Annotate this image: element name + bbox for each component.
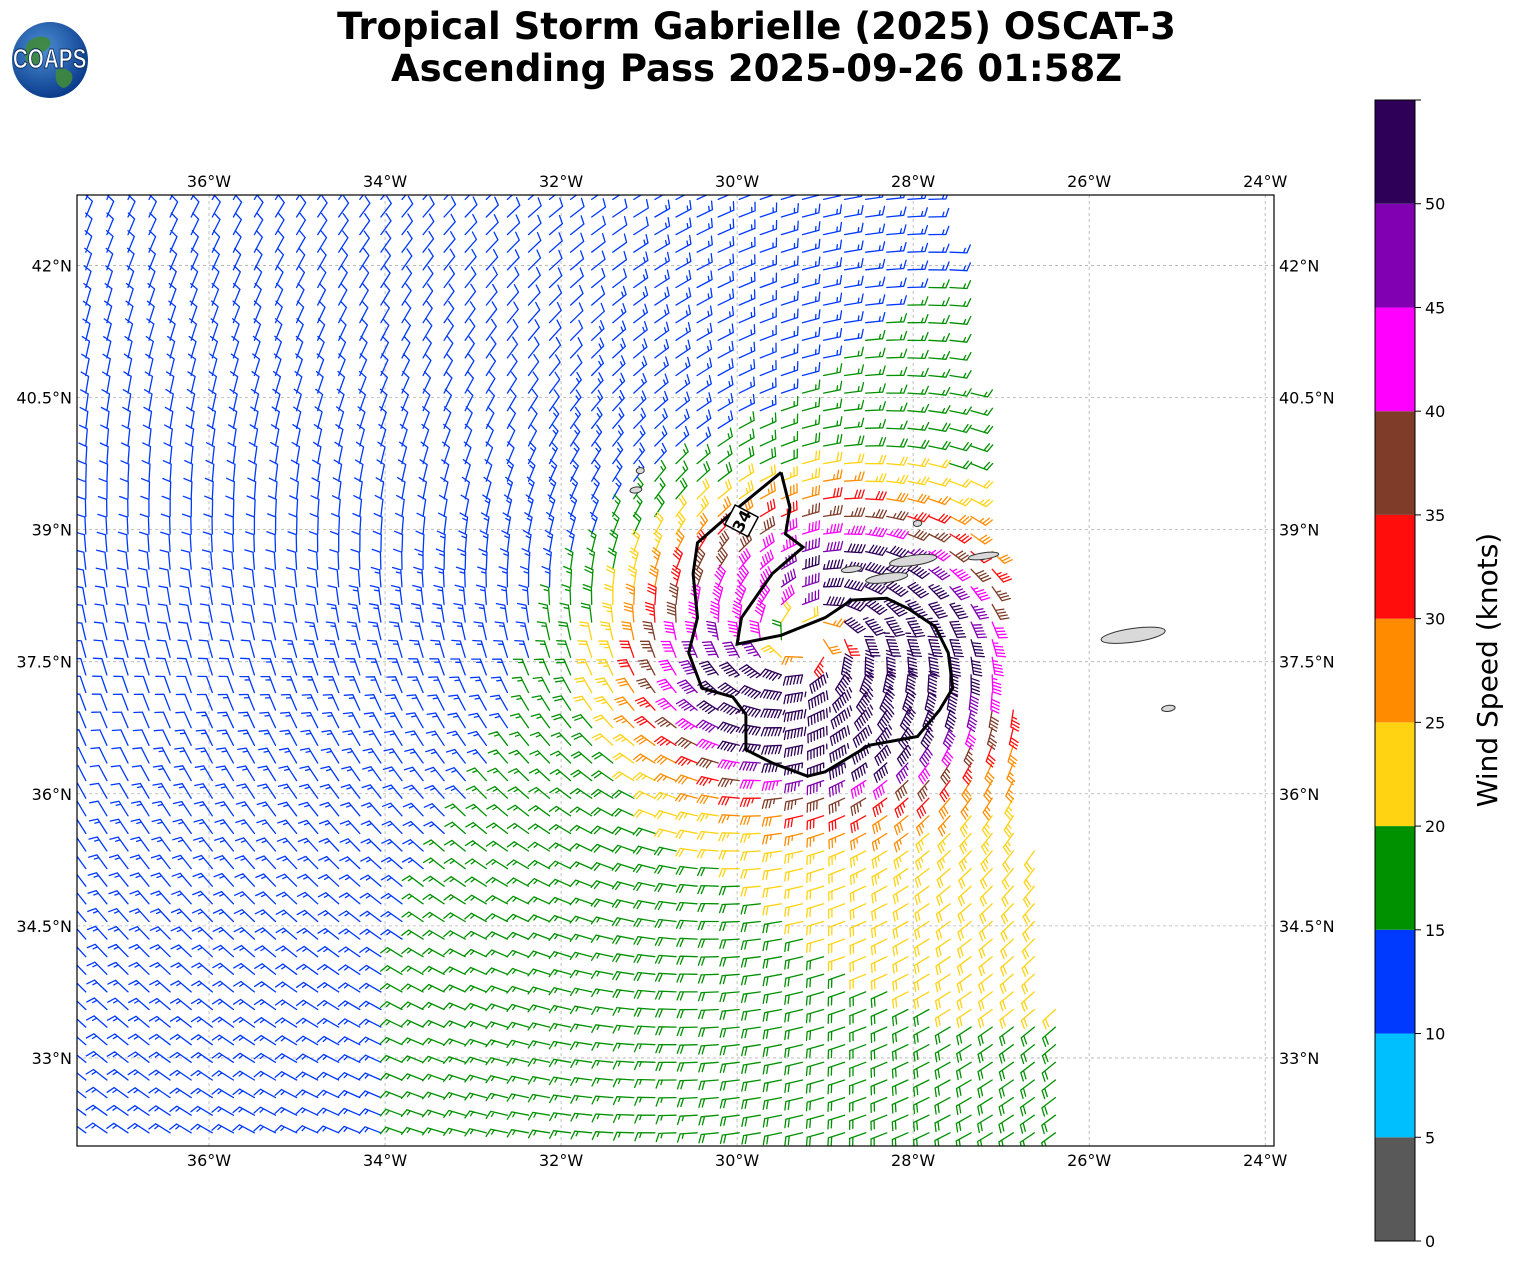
island — [1100, 626, 1166, 644]
lat-tick-label-right: 33°N — [1279, 1049, 1319, 1068]
map-title: Tropical Storm Gabrielle (2025) OSCAT-3 … — [0, 6, 1513, 90]
lat-tick-label-right: 36°N — [1279, 785, 1319, 804]
lon-tick-label-top: 24°W — [1243, 172, 1287, 191]
wind-barb-group — [379, 279, 1057, 1146]
lat-tick-label-left: 39°N — [32, 521, 72, 540]
colorbar-tick-label: 0 — [1425, 1232, 1435, 1251]
lat-tick-label-right: 39°N — [1279, 521, 1319, 540]
colorbar-tick-label: 35 — [1425, 506, 1445, 525]
island — [629, 486, 643, 494]
lon-tick-label-top: 36°W — [187, 172, 231, 191]
gridlines — [77, 195, 1274, 1146]
colorbar: 0 5 10 15 20 25 30 35 40 45 50 — [1374, 99, 1445, 1251]
colorbar-bin — [1375, 722, 1415, 827]
lat-tick-label-left: 37.5°N — [16, 653, 72, 672]
lat-tick-label-left: 33°N — [32, 1049, 72, 1068]
island — [635, 467, 645, 475]
lat-tick-label-right: 34.5°N — [1279, 917, 1335, 936]
coaps-logo: COAPS — [12, 22, 88, 98]
lon-tick-label-bottom: 32°W — [539, 1151, 583, 1170]
colorbar-tick-label: 20 — [1425, 817, 1445, 836]
colorbar-bin — [1375, 100, 1415, 204]
island — [889, 553, 938, 567]
lon-tick-label-top: 32°W — [539, 172, 583, 191]
colorbar-bin — [1375, 514, 1415, 619]
colorbar-bin — [1375, 1137, 1415, 1241]
island — [1161, 704, 1176, 712]
wind-barb-group — [613, 469, 1018, 853]
lon-tick-label-bottom: 30°W — [715, 1151, 759, 1170]
lon-tick-label-bottom: 24°W — [1243, 1151, 1287, 1170]
island — [840, 565, 863, 574]
island — [912, 519, 923, 527]
lon-tick-label-top: 26°W — [1067, 172, 1111, 191]
colorbar-tick-label: 5 — [1425, 1128, 1435, 1147]
lat-tick-label-left: 42°N — [32, 256, 72, 275]
lon-tick-label-bottom: 34°W — [363, 1151, 407, 1170]
island — [967, 551, 1000, 561]
island — [865, 572, 909, 584]
colorbar-bin — [1375, 618, 1415, 723]
colorbar-bin — [1375, 826, 1415, 930]
colorbar-bin — [1375, 307, 1415, 412]
wind-34kt-contour — [687, 471, 955, 778]
lat-tick-label-left: 36°N — [32, 785, 72, 804]
colorbar-tick-label: 25 — [1425, 713, 1445, 732]
colorbar-tick-label: 45 — [1425, 298, 1445, 317]
colorbar-bin — [1375, 929, 1415, 1034]
azores-islands — [629, 467, 1176, 712]
lon-tick-label-bottom: 26°W — [1067, 1151, 1111, 1170]
lat-tick-label-right: 40.5°N — [1279, 389, 1335, 408]
wind-barb-group — [572, 449, 1057, 1030]
lon-tick-label-top: 28°W — [891, 172, 935, 191]
colorbar-frame — [1374, 99, 1416, 1242]
colorbar-tick-label: 40 — [1425, 402, 1445, 421]
wind-barb-group — [77, 195, 972, 1134]
colorbar-tick-label: 30 — [1425, 610, 1445, 629]
lat-tick-label-left: 34.5°N — [16, 917, 72, 936]
wind-barb-group — [675, 537, 989, 798]
colorbar-tick-label: 15 — [1425, 921, 1445, 940]
lon-tick-label-bottom: 36°W — [187, 1151, 231, 1170]
title-line-1: Tropical Storm Gabrielle (2025) OSCAT-3 — [337, 5, 1176, 48]
colorbar-label: Wind Speed (knots) — [1471, 533, 1504, 807]
logo-text: COAPS — [13, 44, 87, 75]
lat-tick-label-right: 37.5°N — [1279, 653, 1335, 672]
axis-tick-labels: 36°W 36°W 34°W 34°W 32°W 32°W 30°W 30°W 28°W 28°W… — [16, 172, 1334, 1170]
colorbar-tick-label: 50 — [1425, 195, 1445, 214]
colorbar-bin — [1375, 203, 1415, 308]
colorbar-tick-label: 10 — [1425, 1025, 1445, 1044]
colorbar-bin — [1375, 1033, 1415, 1138]
lon-tick-label-bottom: 28°W — [891, 1151, 935, 1170]
lon-tick-label-top: 34°W — [363, 172, 407, 191]
lat-tick-label-left: 40.5°N — [16, 389, 72, 408]
lat-tick-label-right: 42°N — [1279, 256, 1319, 275]
wind-barbs — [77, 195, 1057, 1146]
map-frame — [76, 194, 1275, 1147]
title-line-2: Ascending Pass 2025-09-26 01:58Z — [390, 47, 1123, 90]
lon-tick-label-top: 30°W — [715, 172, 759, 191]
wind-barb-group — [636, 502, 1011, 816]
colorbar-bin — [1375, 411, 1415, 515]
